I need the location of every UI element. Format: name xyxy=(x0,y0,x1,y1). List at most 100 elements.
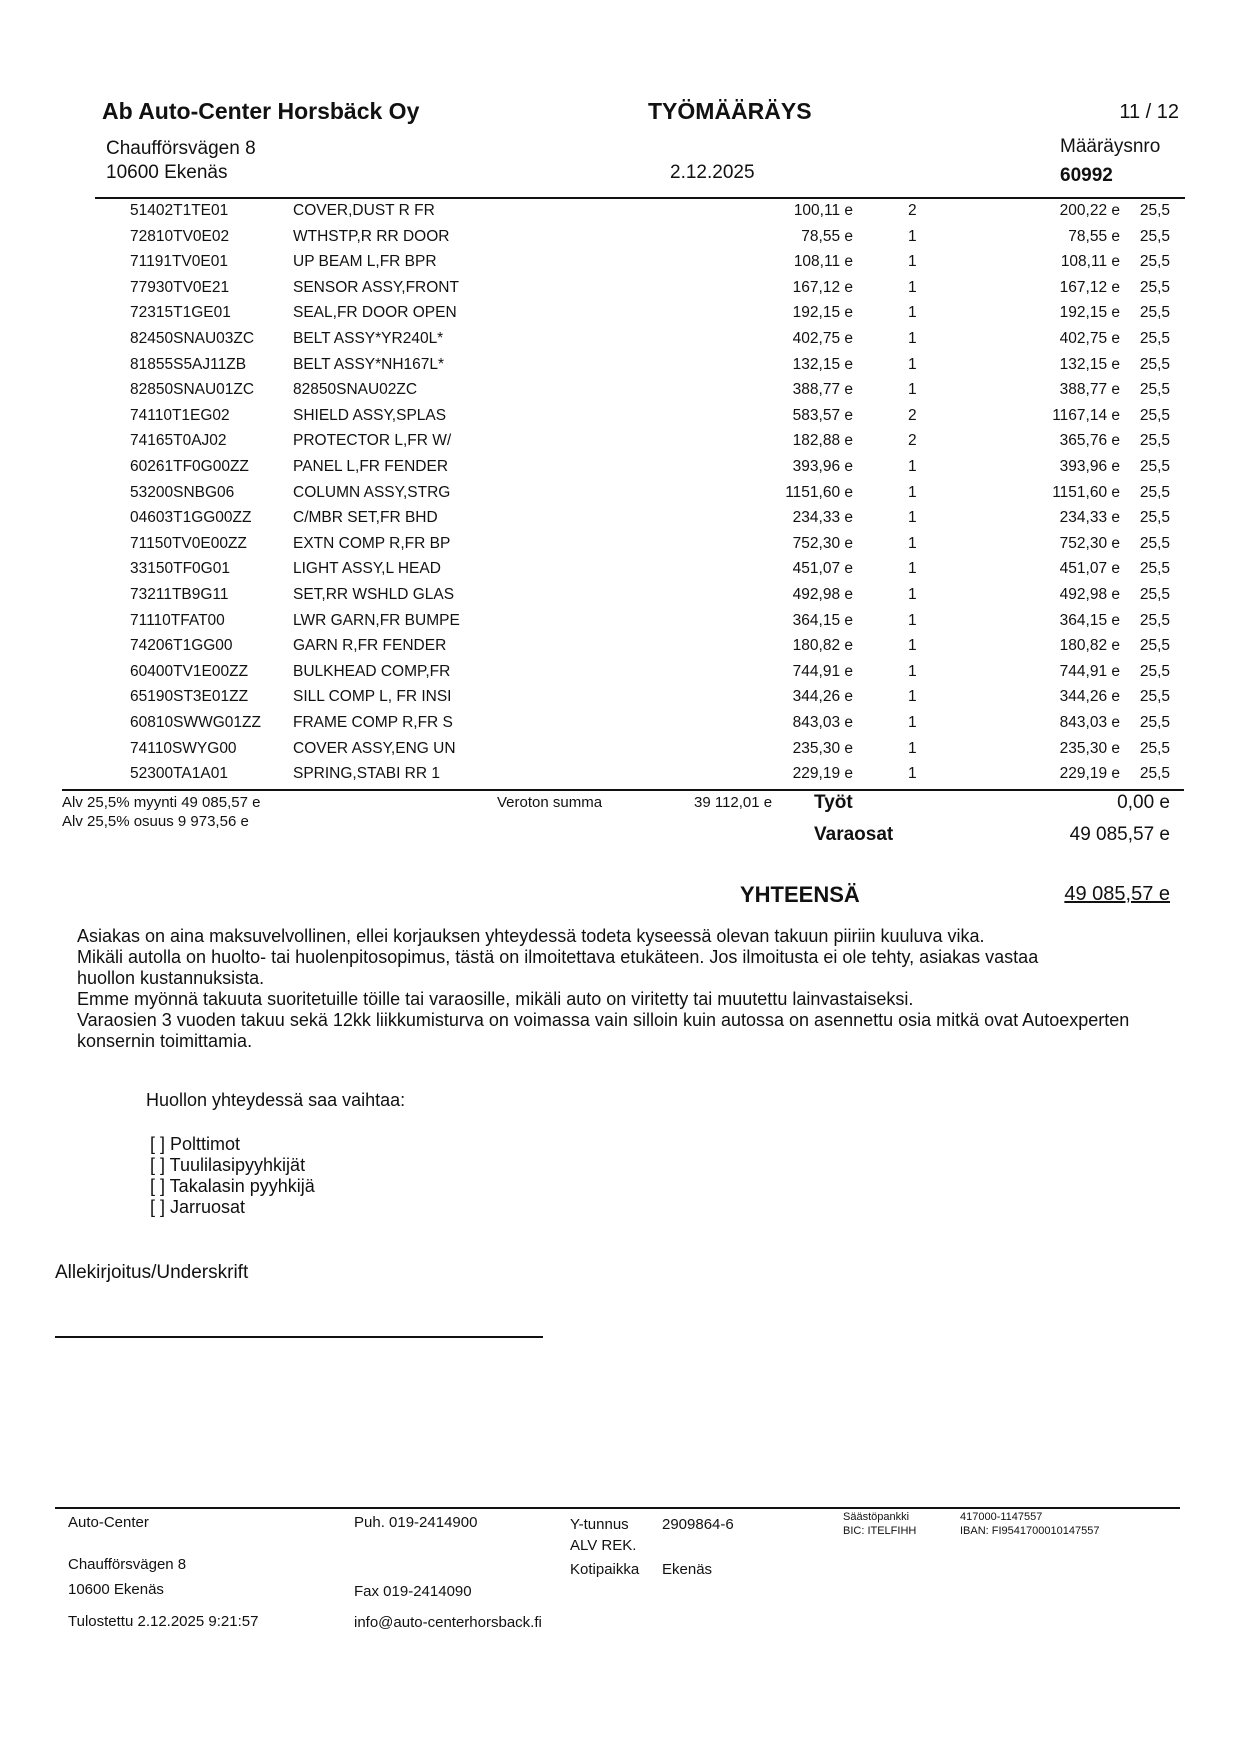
cell-vat: 25,5 xyxy=(1139,714,1170,731)
net-sum-value: 39 112,01 e xyxy=(694,794,773,811)
cell-qty: 1 xyxy=(908,509,917,527)
replace-item: [ ] Jarruosat xyxy=(150,1197,246,1217)
table-top-rule xyxy=(95,197,1185,199)
cell-qty: 1 xyxy=(908,560,917,578)
signature-label: Allekirjoitus/Underskrift xyxy=(55,1262,249,1283)
cell-code: 74206T1GG00 xyxy=(130,637,233,655)
cell-vat: 25,5 xyxy=(1139,381,1170,399)
cell-desc: SEAL,FR DOOR OPEN xyxy=(293,304,457,322)
cell-desc: SENSOR ASSY,FRONT xyxy=(293,278,459,296)
cell-price: 492,98 e xyxy=(792,586,853,603)
cell-vat: 25,5 xyxy=(1139,534,1170,552)
term-2: Mikäli autolla on huolto- tai huolenpito… xyxy=(77,947,1039,988)
footer-rule xyxy=(55,1507,1180,1509)
cell-total: 200,22 e xyxy=(1059,202,1120,219)
cell-total: 1151,60 e xyxy=(1052,483,1120,501)
cell-total: 744,91 e xyxy=(1059,662,1120,680)
footer-email[interactable]: info@auto-centerhorsback.fi xyxy=(354,1614,542,1631)
vat-sales: Alv 25,5% myynti 49 085,57 e xyxy=(62,794,261,811)
address-line1: Chaufförsvägen 8 xyxy=(106,138,256,159)
footer-street: Chaufförsvägen 8 xyxy=(68,1556,187,1573)
table-row: 81855S5AJ11ZB BELT ASSY*NH167L* 132,15 e 1 1… xyxy=(0,356,1242,381)
table-row: 52300TA1A01 SPRING,STABI RR 1 229,19 e 1 229… xyxy=(0,765,1242,790)
cell-code: 71150TV0E00ZZ xyxy=(130,534,247,552)
grand-total-value: 49 085,57 e xyxy=(1064,883,1170,905)
table-row: 72810TV0E02 WTHSTP,R RR DOOR 78,55 e 1 78,55… xyxy=(0,228,1242,253)
cell-code: 53200SNBG06 xyxy=(130,483,235,501)
cell-total: 78,55 e xyxy=(1068,227,1120,245)
grand-total-label: YHTEENSÄ xyxy=(740,882,860,907)
table-row: 65190ST3E01ZZ SILL COMP L, FR INSI 344,26 … xyxy=(0,688,1242,713)
cell-vat: 25,5 xyxy=(1139,739,1170,757)
cell-qty: 1 xyxy=(908,278,917,296)
cell-vat: 25,5 xyxy=(1139,253,1170,271)
cell-total: 451,07 e xyxy=(1059,560,1120,578)
cell-total: 388,77 e xyxy=(1059,381,1120,399)
cell-qty: 2 xyxy=(908,432,917,450)
parts-label: Varaosat xyxy=(814,824,894,845)
cell-total: 234,33 e xyxy=(1059,509,1120,527)
cell-total: 752,30 e xyxy=(1059,534,1120,552)
cell-qty: 2 xyxy=(908,202,917,219)
cell-desc: SPRING,STABI RR 1 xyxy=(293,765,440,783)
table-row: 72315T1GE01 SEAL,FR DOOR OPEN 192,15 e 1 192… xyxy=(0,304,1242,329)
footer-bank: Säästöpankki xyxy=(843,1511,910,1523)
parts-value: 49 085,57 e xyxy=(1069,824,1170,845)
cell-qty: 1 xyxy=(908,662,917,680)
cell-code: 72810TV0E02 xyxy=(130,227,230,245)
replace-item: [ ] Takalasin pyyhkijä xyxy=(150,1176,315,1196)
footer-ytunnus-label: Y-tunnus xyxy=(570,1516,629,1533)
cell-total: 1167,14 e xyxy=(1052,406,1120,424)
cell-vat: 25,5 xyxy=(1139,432,1170,450)
cell-qty: 1 xyxy=(908,688,917,706)
cell-desc: LWR GARN,FR BUMPE xyxy=(293,611,460,629)
cell-price: 344,26 e xyxy=(792,688,853,706)
cell-desc: COVER,DUST R FR xyxy=(293,202,435,219)
cell-price: 182,88 e xyxy=(792,432,853,450)
cell-price: 744,91 e xyxy=(792,662,853,680)
cell-vat: 25,5 xyxy=(1139,406,1170,424)
cell-total: 364,15 e xyxy=(1059,611,1120,629)
cell-price: 132,15 e xyxy=(792,355,853,373)
cell-desc: FRAME COMP R,FR S xyxy=(293,714,453,731)
cell-qty: 1 xyxy=(908,765,917,783)
cell-desc: EXTN COMP R,FR BP xyxy=(293,534,451,552)
cell-qty: 1 xyxy=(908,227,917,245)
cell-desc: UP BEAM L,FR BPR xyxy=(293,253,437,271)
table-row: 71110TFAT00 LWR GARN,FR BUMPE 364,15 e 1 364… xyxy=(0,612,1242,637)
cell-price: 234,33 e xyxy=(792,509,853,527)
cell-qty: 1 xyxy=(908,637,917,655)
footer-ytunnus: 2909864-6 xyxy=(662,1516,734,1533)
footer-bic: BIC: ITELFIHH xyxy=(843,1525,917,1537)
footer-printed: Tulostettu 2.12.2025 9:21:57 xyxy=(68,1613,259,1630)
cell-code: 82850SNAU01ZC xyxy=(130,381,255,399)
table-row: 74206T1GG00 GARN R,FR FENDER 180,82 e 1 180,… xyxy=(0,637,1242,662)
cell-qty: 1 xyxy=(908,304,917,322)
cell-code: 04603T1GG00ZZ xyxy=(130,509,252,527)
labour-label: Työt xyxy=(814,792,853,813)
replace-list: [ ] Polttimot [ ] Tuulilasipyyhkijät [ ]… xyxy=(150,1134,315,1218)
cell-price: 388,77 e xyxy=(792,381,853,399)
table-row: 60810SWWG01ZZ FRAME COMP R,FR S 843,03 e 1 8… xyxy=(0,714,1242,739)
cell-price: 229,19 e xyxy=(792,765,853,783)
labour-value: 0,00 e xyxy=(1117,792,1170,813)
cell-vat: 25,5 xyxy=(1139,611,1170,629)
cell-qty: 1 xyxy=(908,714,917,731)
table-row: 73211TB9G11 SET,RR WSHLD GLAS 492,98 e 1 492… xyxy=(0,586,1242,611)
footer-alv: ALV REK. xyxy=(570,1537,637,1554)
cell-vat: 25,5 xyxy=(1139,586,1170,603)
cell-qty: 1 xyxy=(908,458,917,475)
cell-price: 1151,60 e xyxy=(785,483,853,501)
cell-code: 73211TB9G11 xyxy=(130,586,229,603)
cell-code: 82450SNAU03ZC xyxy=(130,330,255,347)
replace-heading: Huollon yhteydessä saa vaihtaa: xyxy=(146,1090,406,1110)
footer-domicile: Ekenäs xyxy=(662,1561,713,1578)
cell-vat: 25,5 xyxy=(1139,278,1170,296)
cell-qty: 1 xyxy=(908,534,917,552)
cell-total: 229,19 e xyxy=(1059,765,1120,783)
cell-vat: 25,5 xyxy=(1139,355,1170,373)
cell-price: 402,75 e xyxy=(792,330,853,347)
cell-total: 492,98 e xyxy=(1059,586,1120,603)
signature-line xyxy=(55,1336,543,1338)
table-row: 82850SNAU01ZC 82850SNAU02ZC 388,77 e 1 388,7… xyxy=(0,381,1242,406)
